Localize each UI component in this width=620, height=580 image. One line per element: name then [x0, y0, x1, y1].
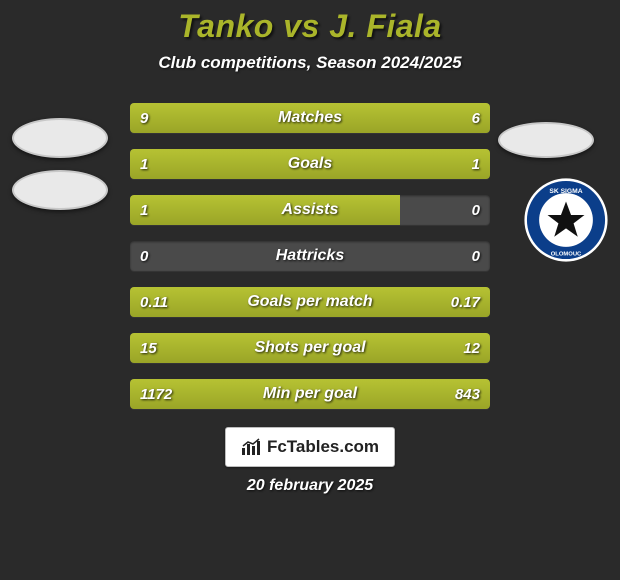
- stats-bars: 9Matches61Goals11Assists00Hattricks00.11…: [130, 103, 490, 409]
- stat-row: 1Assists0: [130, 195, 490, 225]
- stat-bar-left: [130, 195, 400, 225]
- stat-bar-right: [346, 103, 490, 133]
- source-logo-text: FcTables.com: [267, 437, 379, 457]
- svg-text:OLOMOUC: OLOMOUC: [551, 251, 582, 257]
- chart-icon: [241, 438, 263, 456]
- player2-name: J. Fiala: [329, 8, 442, 44]
- stat-row: 1172Min per goal843: [130, 379, 490, 409]
- player1-badge-bottom: [12, 170, 108, 210]
- stat-row: 15Shots per goal12: [130, 333, 490, 363]
- page-title: Tanko vs J. Fiala: [0, 8, 620, 45]
- subtitle: Club competitions, Season 2024/2025: [0, 53, 620, 73]
- stat-bar-right: [270, 287, 490, 317]
- stat-value-left: 0: [140, 241, 148, 271]
- player1-name: Tanko: [178, 8, 274, 44]
- date-label: 20 february 2025: [0, 477, 620, 495]
- stat-row: 1Goals1: [130, 149, 490, 179]
- player2-badge: [498, 122, 594, 158]
- stat-bar-left: [130, 103, 346, 133]
- comparison-card: Tanko vs J. Fiala Club competitions, Sea…: [0, 0, 620, 580]
- vs-label: vs: [283, 8, 320, 44]
- stat-bar-right: [332, 333, 490, 363]
- stat-value-right: 0: [472, 241, 480, 271]
- stat-row: 0Hattricks0: [130, 241, 490, 271]
- stat-label: Hattricks: [130, 241, 490, 271]
- svg-text:SK SIGMA: SK SIGMA: [549, 188, 582, 195]
- stat-row: 0.11Goals per match0.17: [130, 287, 490, 317]
- source-logo[interactable]: FcTables.com: [225, 427, 395, 467]
- stat-bar-right: [310, 149, 490, 179]
- stat-bar-right: [339, 379, 490, 409]
- stat-bar-left: [130, 287, 270, 317]
- player1-badge-top: [12, 118, 108, 158]
- stat-bar-left: [130, 149, 310, 179]
- stat-bar-left: [130, 379, 339, 409]
- stat-value-right: 0: [472, 195, 480, 225]
- club-crest-icon: SK SIGMA OLOMOUC: [524, 178, 608, 262]
- stat-bar-left: [130, 333, 332, 363]
- stat-row: 9Matches6: [130, 103, 490, 133]
